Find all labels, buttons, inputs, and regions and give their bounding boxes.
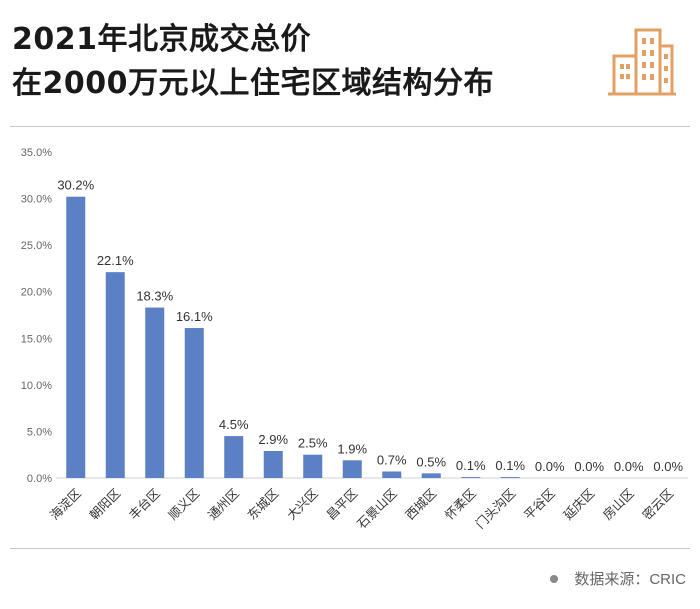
title-line-1: 2021年北京成交总价 — [12, 22, 311, 57]
x-tick-label: 西城区 — [402, 486, 439, 523]
data-label: 0.0% — [614, 459, 644, 474]
y-tick-label: 10.0% — [21, 380, 52, 392]
bar — [66, 196, 86, 479]
bar — [461, 477, 481, 478]
x-tick-label: 延庆区 — [560, 486, 597, 523]
bar — [263, 450, 283, 478]
y-tick-label: 25.0% — [21, 240, 52, 252]
bar — [342, 460, 362, 478]
x-tick-label: 顺义区 — [165, 486, 202, 523]
data-label: 22.1% — [97, 253, 134, 268]
data-label: 0.1% — [456, 458, 486, 473]
data-label: 0.1% — [495, 458, 525, 473]
bar — [105, 272, 125, 478]
x-tick-label: 东城区 — [244, 486, 281, 523]
y-tick-label: 20.0% — [21, 287, 52, 299]
data-label: 0.0% — [574, 459, 604, 474]
data-label: 18.3% — [136, 289, 173, 304]
bar — [382, 471, 402, 478]
bar — [421, 473, 441, 478]
chart-title: 2021年北京成交总价 在2000万元以上住宅区域结构分布 — [12, 18, 494, 106]
x-tick-label: 怀柔区 — [442, 486, 479, 523]
x-tick-label: 丰台区 — [126, 486, 163, 523]
bar — [500, 477, 520, 478]
x-tick-label: 门头沟区 — [472, 486, 518, 532]
x-tick-label: 平谷区 — [521, 486, 558, 523]
y-tick-label: 15.0% — [21, 333, 52, 345]
data-label: 4.5% — [219, 417, 249, 432]
bar — [303, 454, 323, 478]
data-label: 30.2% — [57, 178, 94, 193]
data-label: 0.5% — [416, 454, 446, 469]
source-text: 数据来源：CRIC — [574, 571, 686, 588]
x-tick-label: 大兴区 — [284, 486, 321, 523]
y-tick-label: 5.0% — [27, 426, 52, 438]
data-label: 0.0% — [653, 459, 683, 474]
data-label: 2.5% — [298, 436, 328, 451]
x-tick-label: 昌平区 — [323, 486, 360, 523]
y-tick-label: 35.0% — [21, 147, 52, 159]
data-label: 16.1% — [176, 309, 213, 324]
data-label: 0.7% — [377, 452, 407, 467]
title-line-2: 在2000万元以上住宅区域结构分布 — [12, 66, 494, 101]
x-tick-label: 朝阳区 — [86, 486, 123, 523]
top-divider — [10, 126, 690, 127]
x-tick-label: 密云区 — [639, 486, 676, 523]
data-label: 1.9% — [337, 441, 367, 456]
x-tick-label: 海淀区 — [47, 486, 84, 523]
bar-chart: 0.0% 5.0% 10.0% 15.0% 20.0% 25.0% 30.0% 35.0% 30… — [21, 147, 688, 532]
y-tick-label: 0.0% — [27, 473, 52, 485]
buildings-icon — [608, 28, 676, 96]
y-tick-label: 30.0% — [21, 194, 52, 206]
bar — [145, 307, 165, 478]
x-tick-label: 石景山区 — [354, 486, 400, 532]
bar — [184, 328, 204, 478]
bullet-dot — [550, 574, 559, 583]
bottom-divider — [10, 548, 690, 549]
source-note: 数据来源：CRIC — [550, 568, 686, 589]
data-label: 0.0% — [535, 459, 565, 474]
data-label: 2.9% — [258, 432, 288, 447]
x-tick-label: 通州区 — [205, 486, 242, 523]
x-tick-label: 房山区 — [600, 486, 637, 523]
bar — [224, 436, 244, 478]
